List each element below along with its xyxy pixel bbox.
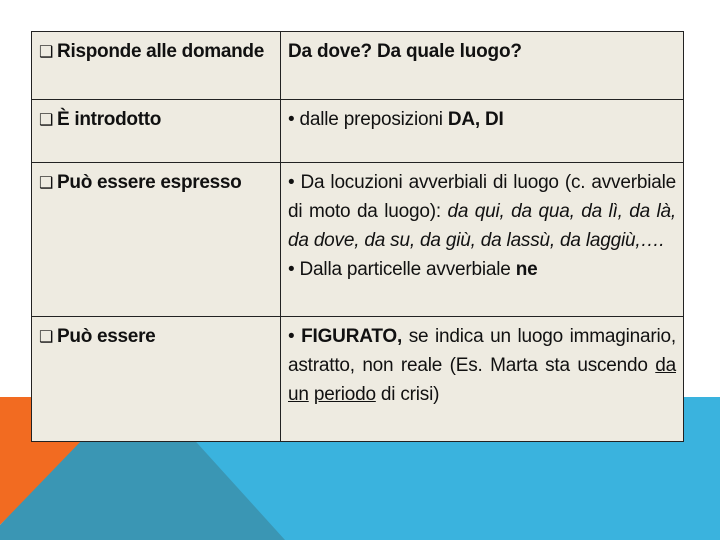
row-label-cell: ❑ Può essere espresso [31, 162, 281, 317]
table-row: ❑ Può essere espresso • Da locuzioni avver… [31, 162, 684, 317]
row-content-cell: • FIGURATO, se indica un luogo immaginar… [280, 316, 684, 442]
row-label-cell: ❑ È introdotto [31, 99, 281, 163]
checkbox-bullet-icon: ❑ [39, 329, 54, 346]
row-label: Può essere espresso [57, 172, 242, 193]
text-segment: da [655, 355, 676, 376]
text-segment: • Dalla particelle avverbiale [288, 259, 516, 280]
row-label: È introdotto [57, 109, 162, 130]
row-content-cell: • Da locuzioni avverbiali di luogo (c. a… [280, 162, 684, 317]
content-paragraph: • Dalla particelle avverbiale ne [288, 255, 676, 284]
content-paragraph: • Da locuzioni avverbiali di luogo (c. a… [288, 168, 676, 255]
checkbox-bullet-icon: ❑ [39, 44, 54, 61]
row-label: Risponde alle domande [57, 41, 265, 62]
text-segment: da qui, da qua, da lì, da là, da dove, d… [288, 201, 676, 251]
table-row: ❑ È introdotto • dalle preposizioni DA, DI [31, 99, 684, 163]
row-label: Può essere [57, 326, 156, 347]
content-paragraph: • FIGURATO, se indica un luogo immaginar… [288, 322, 676, 409]
text-segment: DA, DI [447, 109, 504, 130]
text-segment: FIGURATO, [301, 326, 403, 347]
row-label-cell: ❑ Può essere [31, 316, 281, 442]
content-table: ❑ Risponde alle domande Da dove? Da quale … [31, 31, 684, 442]
text-segment: di crisi) [375, 384, 440, 405]
content-paragraph: Da dove? Da quale luogo? [288, 37, 676, 66]
text-segment: • Da locuzioni avverbiali di luogo (c. a… [288, 172, 676, 222]
text-segment: periodo [313, 384, 376, 405]
text-segment: • dalle preposizioni [288, 109, 448, 130]
text-segment: • [288, 326, 302, 347]
teal-triangle [0, 380, 285, 540]
row-label-cell: ❑ Risponde alle domande [31, 31, 281, 100]
checkbox-bullet-icon: ❑ [39, 175, 54, 192]
text-segment: un [288, 384, 309, 405]
text-segment: se indica un luogo immaginario, astratto… [288, 326, 676, 376]
text-segment: Da dove? Da quale luogo? [288, 41, 522, 62]
content-paragraph: • dalle preposizioni DA, DI [288, 105, 676, 134]
text-segment: ne [515, 259, 538, 280]
table-row: ❑ Può essere • FIGURATO, se indica un luog… [31, 316, 684, 442]
checkbox-bullet-icon: ❑ [39, 112, 54, 129]
row-content-cell: Da dove? Da quale luogo? [280, 31, 684, 100]
table-row: ❑ Risponde alle domande Da dove? Da quale … [31, 31, 684, 100]
row-content-cell: • dalle preposizioni DA, DI [280, 99, 684, 163]
